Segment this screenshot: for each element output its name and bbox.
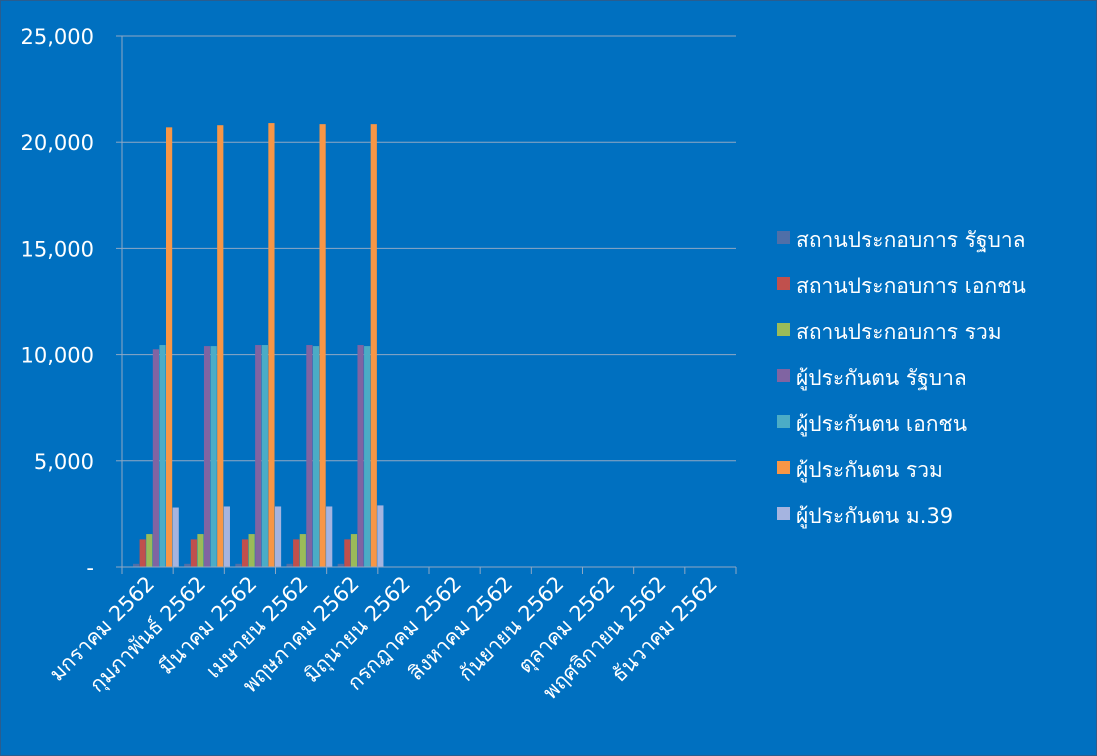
bar (370, 124, 377, 568)
legend-label: ผู้ประกันตน เอกชน (796, 412, 967, 437)
bar (350, 534, 358, 567)
bar (293, 539, 300, 567)
bar (210, 346, 217, 567)
bar (197, 534, 204, 567)
legend-label: สถานประกอบการ รวม (796, 320, 1002, 344)
bar (261, 345, 268, 567)
y-tick-label: 15,000 (21, 237, 94, 261)
legend-swatch (777, 231, 790, 244)
legend-label: ผู้ประกันตน รวม (796, 458, 943, 483)
legend-swatch (777, 461, 790, 474)
y-tick-label: 5,000 (34, 450, 94, 474)
y-tick-label: - (86, 556, 94, 580)
legend-label: สถานประกอบการ เอกชน (796, 274, 1026, 298)
bar (139, 539, 146, 567)
bar (274, 506, 282, 567)
legend-label: สถานประกอบการ รัฐบาล (796, 228, 1026, 252)
legend-swatch (777, 369, 790, 382)
y-axis-ticks: - 5,000 10,000 15,000 20,000 25,000 (21, 25, 94, 580)
bar (166, 127, 173, 567)
bar (299, 534, 306, 567)
bar (241, 539, 249, 567)
bar (268, 123, 275, 568)
bar (223, 506, 230, 567)
y-tick-label: 10,000 (21, 344, 94, 368)
bar (337, 563, 344, 567)
axes (116, 35, 737, 574)
bar (159, 345, 166, 567)
bar (184, 563, 191, 567)
bar (248, 534, 255, 567)
bar (377, 505, 384, 567)
legend-swatch (777, 415, 790, 428)
bar (190, 539, 197, 567)
legend-swatch (777, 277, 790, 290)
legend-label: ผู้ประกันตน รัฐบาล (796, 366, 967, 391)
bar (255, 345, 262, 567)
bar (152, 349, 159, 567)
legend-swatch (777, 507, 790, 520)
bar (344, 539, 351, 567)
legend-label: ผู้ประกันตน ม.39 (796, 504, 953, 529)
y-tick-label: 25,000 (21, 25, 94, 49)
bar (326, 506, 333, 567)
bar (306, 345, 313, 567)
y-tick-label: 20,000 (21, 131, 94, 155)
bar (364, 346, 371, 567)
bar (203, 346, 211, 567)
bar (235, 563, 242, 567)
bar (217, 125, 224, 567)
bar (357, 345, 364, 567)
bars (133, 123, 384, 568)
bar (172, 507, 179, 567)
gridlines (122, 35, 736, 462)
bar (146, 534, 153, 567)
bar (312, 346, 320, 567)
legend-swatch (777, 323, 790, 336)
bar (319, 124, 326, 568)
bar (286, 563, 293, 567)
bar (133, 563, 140, 567)
